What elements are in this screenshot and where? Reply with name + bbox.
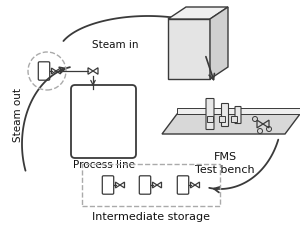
- Text: Process line: Process line: [73, 159, 134, 169]
- Polygon shape: [162, 115, 300, 134]
- Polygon shape: [210, 8, 228, 80]
- Text: Steam in: Steam in: [92, 40, 138, 50]
- Polygon shape: [168, 8, 228, 20]
- Bar: [219, 116, 225, 122]
- Bar: [207, 116, 213, 122]
- Polygon shape: [177, 109, 300, 115]
- FancyBboxPatch shape: [235, 107, 241, 124]
- FancyBboxPatch shape: [221, 104, 229, 127]
- Bar: [82, 164, 220, 206]
- FancyBboxPatch shape: [206, 99, 214, 130]
- Text: Intermediate storage: Intermediate storage: [92, 211, 210, 221]
- Text: FMS
Test bench: FMS Test bench: [195, 151, 255, 174]
- Polygon shape: [168, 20, 210, 80]
- Text: Steam out: Steam out: [13, 88, 23, 141]
- Bar: [231, 116, 237, 122]
